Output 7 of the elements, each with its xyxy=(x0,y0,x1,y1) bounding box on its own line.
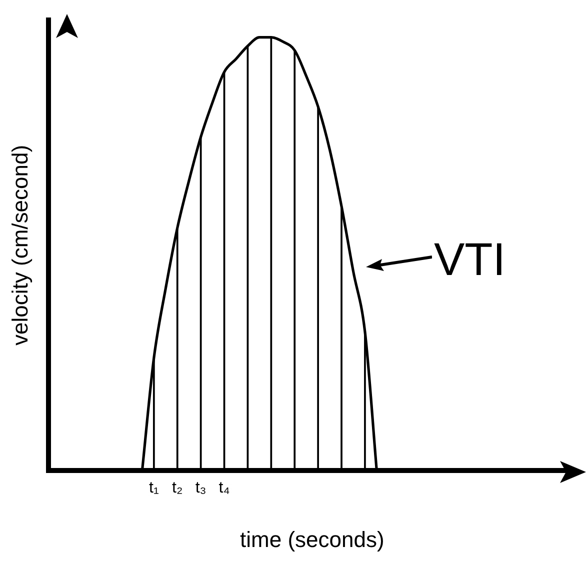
annotation: VTI xyxy=(434,233,506,285)
x-axis-title: time (seconds) xyxy=(240,526,384,552)
y-axis-title: velocity (cm/second) xyxy=(7,144,32,346)
x-tick-label: t₂ xyxy=(172,479,183,496)
x-tick-label: t₄ xyxy=(218,479,230,496)
x-tick-label: t₁ xyxy=(149,479,159,496)
x-tick-label: t₃ xyxy=(195,479,206,496)
